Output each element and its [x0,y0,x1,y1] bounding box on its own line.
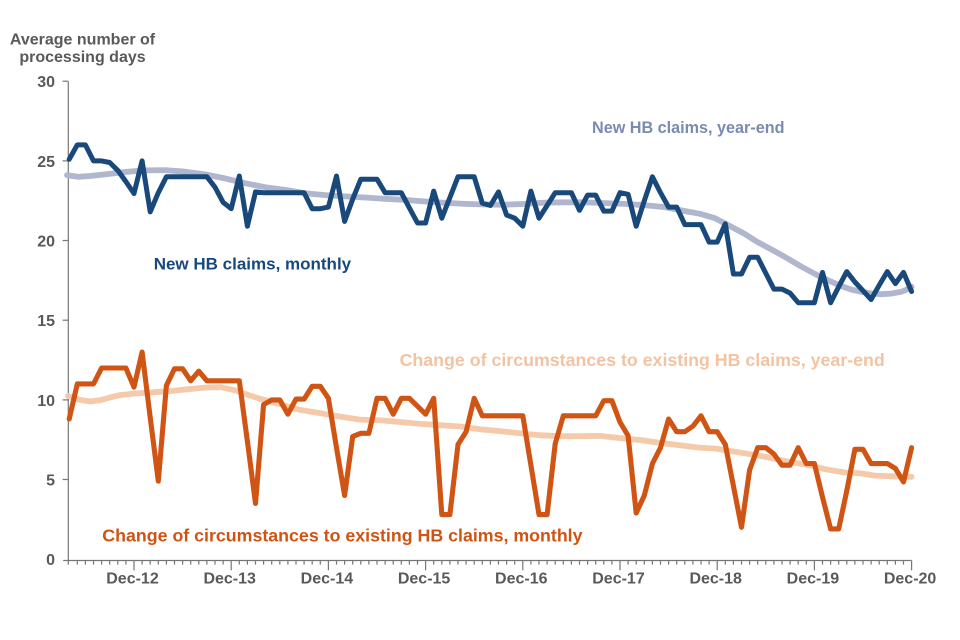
svg-text:New HB claims, monthly: New HB claims, monthly [154,255,352,274]
svg-text:Change of circumstances to exi: Change of circumstances to existing HB c… [102,525,582,545]
svg-text:Dec-16: Dec-16 [495,571,548,588]
svg-text:Dec-13: Dec-13 [203,571,256,588]
svg-text:Average number of: Average number of [10,32,156,49]
svg-text:Dec-20: Dec-20 [884,571,937,588]
svg-text:processing days: processing days [19,49,145,66]
svg-text:25: 25 [37,154,55,171]
svg-text:Dec-17: Dec-17 [592,571,645,588]
svg-text:10: 10 [37,393,55,410]
svg-text:New HB claims, year-end: New HB claims, year-end [592,119,785,137]
svg-text:Dec-12: Dec-12 [106,571,159,588]
svg-text:Dec-15: Dec-15 [398,571,451,588]
svg-text:Dec-14: Dec-14 [301,571,354,588]
svg-text:15: 15 [37,313,55,330]
svg-text:Dec-18: Dec-18 [689,571,742,588]
svg-text:5: 5 [46,472,55,489]
svg-text:20: 20 [37,233,55,250]
svg-text:Dec-19: Dec-19 [787,571,840,588]
svg-text:0: 0 [46,552,55,569]
svg-text:Change of circumstances to exi: Change of circumstances to existing HB c… [400,350,885,370]
svg-text:30: 30 [37,74,55,91]
